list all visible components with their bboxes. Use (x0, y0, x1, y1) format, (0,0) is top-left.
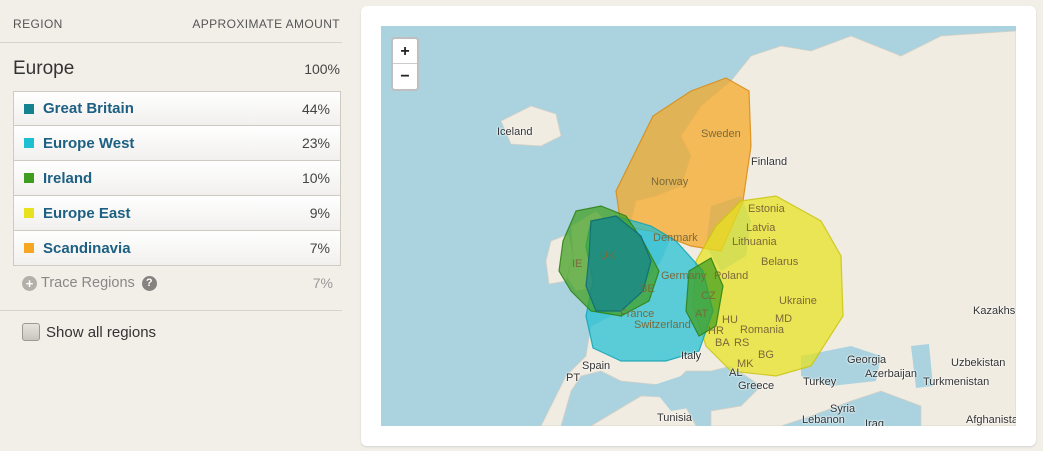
map-label-azerbaijan: Azerbaijan (865, 368, 917, 380)
central-overlay (685, 257, 724, 337)
region-percent: 23% (301, 135, 330, 151)
map-label-iraq: Iraq (865, 418, 884, 426)
europe-name: Europe (13, 58, 75, 79)
map-label-be: BE (640, 283, 655, 295)
trace-regions-label[interactable]: Trace Regions (41, 275, 135, 291)
map-label-ba: BA (715, 337, 730, 349)
region-name[interactable]: Europe East (43, 204, 131, 222)
header-divider (0, 42, 342, 43)
ethnicity-overlays (558, 77, 844, 377)
map-label-poland: Poland (714, 270, 749, 282)
map-label-iceland: Iceland (497, 126, 533, 138)
map-label-afghanista: Afghanista (966, 414, 1016, 426)
region-panel: REGION APPROXIMATE AMOUNT Europe 100% Gr… (0, 0, 348, 451)
europe-row: Europe 100% (13, 58, 340, 80)
map-label-estonia: Estonia (748, 203, 785, 215)
map-label-ukraine: Ukraine (779, 295, 817, 307)
map-label-germany: Germany (661, 270, 707, 282)
map-label-latvia: Latvia (746, 222, 776, 234)
map-label-rs: RS (734, 337, 750, 349)
region-name[interactable]: Europe West (43, 134, 135, 152)
trace-divider (0, 310, 342, 311)
map-label-italy: Italy (681, 350, 702, 362)
map-label-greece: Greece (738, 380, 775, 392)
great-britain-swatch (24, 103, 34, 114)
show-all-regions-toggle[interactable]: Show all regions (22, 323, 156, 341)
iceland-land (500, 105, 562, 147)
map-label-turkmenistan: Turkmenistan (923, 376, 990, 388)
map-label-uzbekistan: Uzbekistan (951, 357, 1006, 369)
show-all-label[interactable]: Show all regions (46, 323, 157, 341)
map-label-sweden: Sweden (701, 128, 741, 140)
map-label-lithuania: Lithuania (732, 236, 777, 248)
expand-plus-icon[interactable]: + (22, 275, 37, 291)
map-label-syria: Syria (830, 403, 856, 415)
map-label-ie: IE (572, 258, 583, 270)
ireland-swatch (24, 173, 34, 183)
map-label-hr: HR (708, 325, 724, 337)
caspian-sea (911, 344, 933, 388)
europe-west-swatch (24, 138, 34, 148)
zoom-out-button[interactable]: − (400, 68, 410, 85)
map-label-hu: HU (722, 314, 738, 326)
region-name[interactable]: Scandinavia (43, 239, 131, 257)
region-percent: 44% (301, 100, 330, 117)
amount-column-header: APPROXIMATE AMOUNT (192, 17, 340, 31)
map-label-finland: Finland (751, 156, 788, 168)
map-label-switzerland: Switzerland (634, 319, 691, 331)
map-label-tunisia: Tunisia (657, 412, 693, 424)
map-label-turkey: Turkey (803, 376, 837, 388)
map-label-mk: MK (737, 358, 754, 370)
map-label-spain: Spain (582, 360, 611, 372)
region-name[interactable]: Great Britain (43, 100, 134, 117)
region-item-europe-west[interactable]: Europe West 23% (13, 126, 341, 161)
show-all-checkbox[interactable] (22, 323, 40, 341)
map-label-al: AL (729, 367, 743, 379)
great-britain-overlay (585, 215, 652, 312)
table-header: REGION APPROXIMATE AMOUNT (13, 17, 340, 31)
map-label-france: France (620, 308, 655, 320)
region-percent: 9% (309, 205, 330, 221)
region-item-europe-east[interactable]: Europe East 9% (13, 196, 341, 231)
zoom-in-button[interactable]: + (393, 39, 417, 64)
scandinavia-swatch (24, 243, 34, 253)
map-canvas (500, 30, 1016, 426)
europe-east-overlay (692, 195, 844, 377)
map-label-md: MD (775, 313, 793, 325)
zoom-control: + − (391, 37, 419, 91)
region-percent: 10% (301, 170, 330, 186)
region-percent: 7% (309, 240, 330, 256)
map-label-lebanon: Lebanon (802, 414, 845, 426)
europe-percent: 100% (304, 61, 340, 77)
region-name[interactable]: Ireland (43, 169, 93, 187)
region-item-ireland[interactable]: Ireland 10% (13, 161, 341, 196)
trace-regions-percent: 7% (312, 275, 333, 291)
map-label-cz: CZ (701, 290, 716, 302)
region-list: Great Britain 44% Europe West 23% Irelan… (13, 91, 341, 266)
map-label-georgia: Georgia (847, 354, 887, 366)
region-item-scandinavia[interactable]: Scandinavia 7% (13, 231, 341, 266)
map-label-uk: UK (600, 250, 616, 262)
map-label-denmark: Denmark (653, 232, 698, 244)
help-icon[interactable]: ? (141, 275, 157, 291)
mediterranean-sea (651, 376, 711, 411)
map-label-at: AT (695, 308, 709, 320)
map-label-belarus: Belarus (761, 256, 799, 268)
europe-east-swatch (24, 208, 34, 218)
map-label-pt: PT (566, 372, 581, 384)
map-label-bg: BG (758, 349, 774, 361)
black-sea (801, 346, 881, 386)
region-column-header: REGION (13, 17, 63, 31)
map-label-romania: Romania (740, 324, 785, 336)
ethnicity-map[interactable]: Iceland Sweden Finland Norway Estonia La… (381, 26, 1016, 426)
region-item-great-britain[interactable]: Great Britain 44% (13, 91, 341, 126)
map-label-norway: Norway (651, 176, 689, 188)
map-label-kazakhs: Kazakhs (973, 305, 1016, 317)
trace-regions-row[interactable]: + Trace Regions ? 7% (22, 275, 333, 291)
